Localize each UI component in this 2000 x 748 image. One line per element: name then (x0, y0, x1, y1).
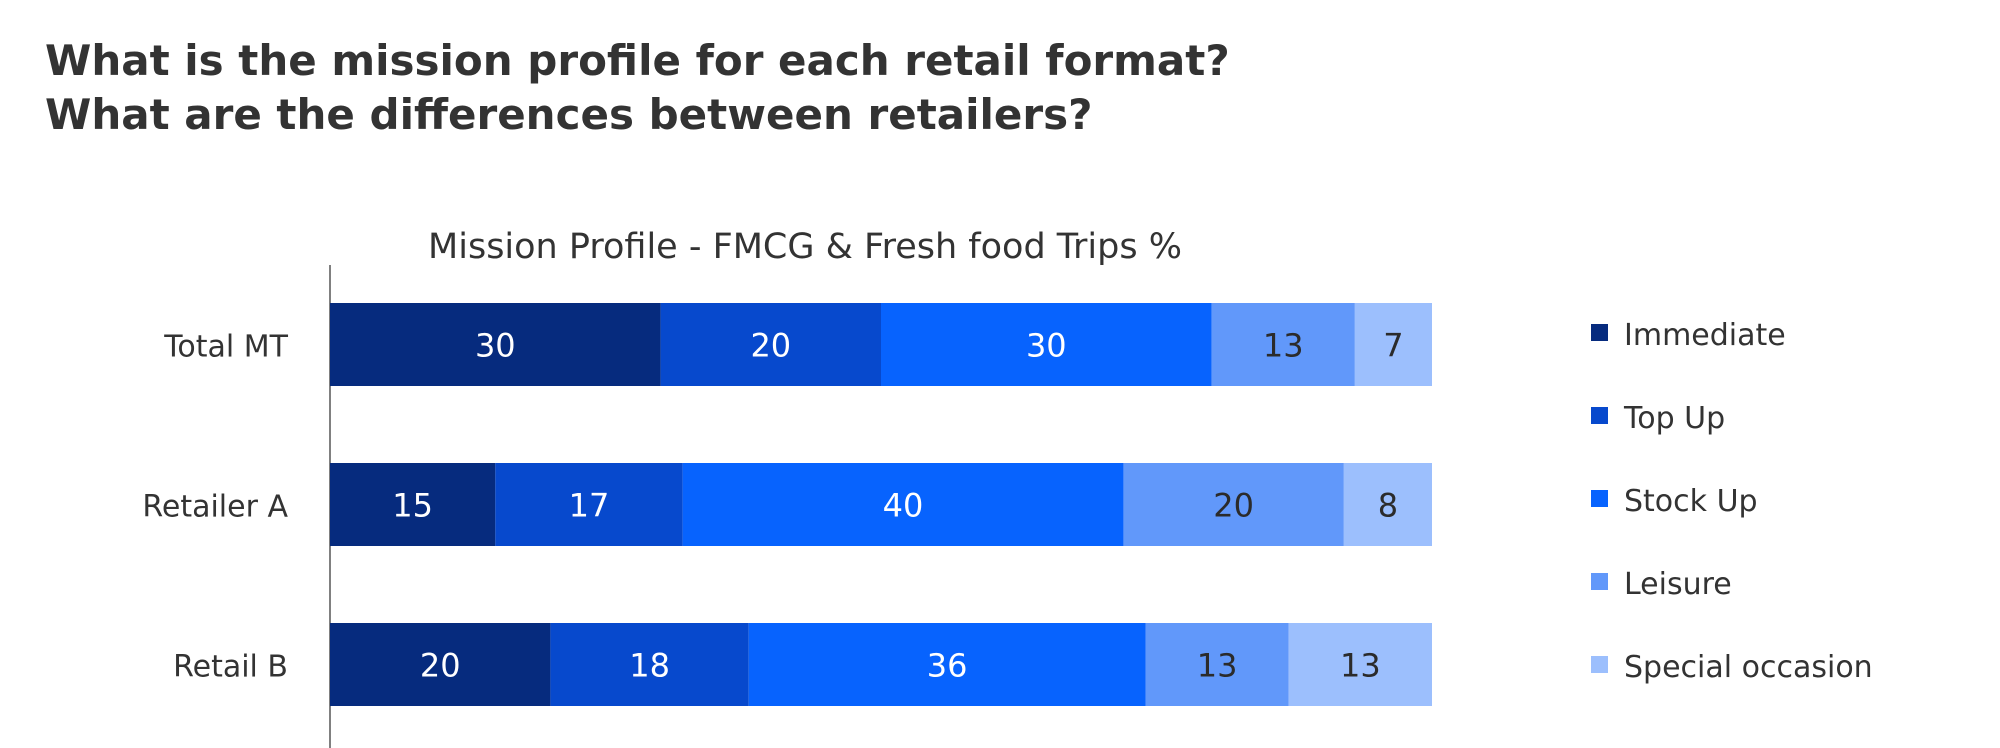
bar-retailer-a-top-up (495, 463, 683, 546)
data-label-total-mt-leisure: 13 (1263, 327, 1304, 365)
legend-label-immediate: Immediate (1624, 318, 1786, 353)
bar-retail-b-leisure (1145, 623, 1289, 706)
data-label-total-mt-top-up: 20 (750, 327, 791, 365)
category-labels: Total MT Retailer A Retail B (142, 330, 288, 685)
legend-swatch-leisure (1591, 573, 1608, 590)
headline-line-1: What is the mission profile for each ret… (45, 36, 1230, 85)
bar-total-mt-stock-up (881, 303, 1212, 386)
data-label-retail-b-leisure: 13 (1197, 647, 1238, 685)
category-label-retail-b: Retail B (173, 650, 288, 685)
legend-swatch-special-occasion (1591, 656, 1608, 673)
data-label-total-mt-immediate: 30 (475, 327, 516, 365)
legend-swatch-top-up (1591, 407, 1608, 424)
data-label-retailer-a-immediate: 15 (392, 487, 433, 525)
bar-retailer-a-special-occasion (1343, 463, 1432, 546)
bar-total-mt-special-occasion (1354, 303, 1432, 386)
data-label-retailer-a-special-occasion: 8 (1378, 487, 1398, 525)
data-label-retail-b-stock-up: 36 (927, 647, 968, 685)
legend-swatch-immediate (1591, 324, 1608, 341)
data-label-retail-b-top-up: 18 (629, 647, 670, 685)
data-label-retail-b-immediate: 20 (420, 647, 461, 685)
bar-retail-b-stock-up (748, 623, 1146, 706)
legend-label-stock-up: Stock Up (1624, 484, 1758, 519)
chart-title: Mission Profile - FMCG & Fresh food Trip… (428, 227, 1182, 267)
data-label-total-mt-special-occasion: 7 (1383, 327, 1403, 365)
data-label-total-mt-stock-up: 30 (1026, 327, 1067, 365)
bar-retailer-a-stock-up (682, 463, 1124, 546)
bar-total-mt-top-up (660, 303, 881, 386)
bar-retail-b-special-occasion (1288, 623, 1432, 706)
legend-swatch-stock-up (1591, 490, 1608, 507)
bar-total-mt-immediate (330, 303, 661, 386)
headline-line-2: What are the differences between retaile… (45, 90, 1093, 139)
chart-legend: Immediate Top Up Stock Up Leisure Special oc… (1591, 318, 1873, 685)
data-label-retailer-a-leisure: 20 (1213, 487, 1254, 525)
category-label-total-mt: Total MT (163, 330, 288, 365)
bar-retail-b-top-up (550, 623, 749, 706)
page-headline: What is the mission profile for each ret… (45, 34, 1230, 142)
bar-total-mt-leisure (1211, 303, 1355, 386)
bar-retail-b-immediate (330, 623, 551, 706)
legend-label-special-occasion: Special occasion (1624, 650, 1873, 685)
legend-label-leisure: Leisure (1624, 567, 1732, 602)
data-label-retail-b-special-occasion: 13 (1340, 647, 1381, 685)
bars-group: 30 20 30 13 7 15 17 40 20 8 20 18 36 13 13 (330, 303, 1432, 706)
bar-retailer-a-leisure (1123, 463, 1344, 546)
data-label-retailer-a-stock-up: 40 (883, 487, 924, 525)
category-label-retailer-a: Retailer A (142, 490, 288, 525)
legend-label-top-up: Top Up (1623, 401, 1725, 436)
bar-retailer-a-immediate (330, 463, 496, 546)
data-label-retailer-a-top-up: 17 (569, 487, 610, 525)
